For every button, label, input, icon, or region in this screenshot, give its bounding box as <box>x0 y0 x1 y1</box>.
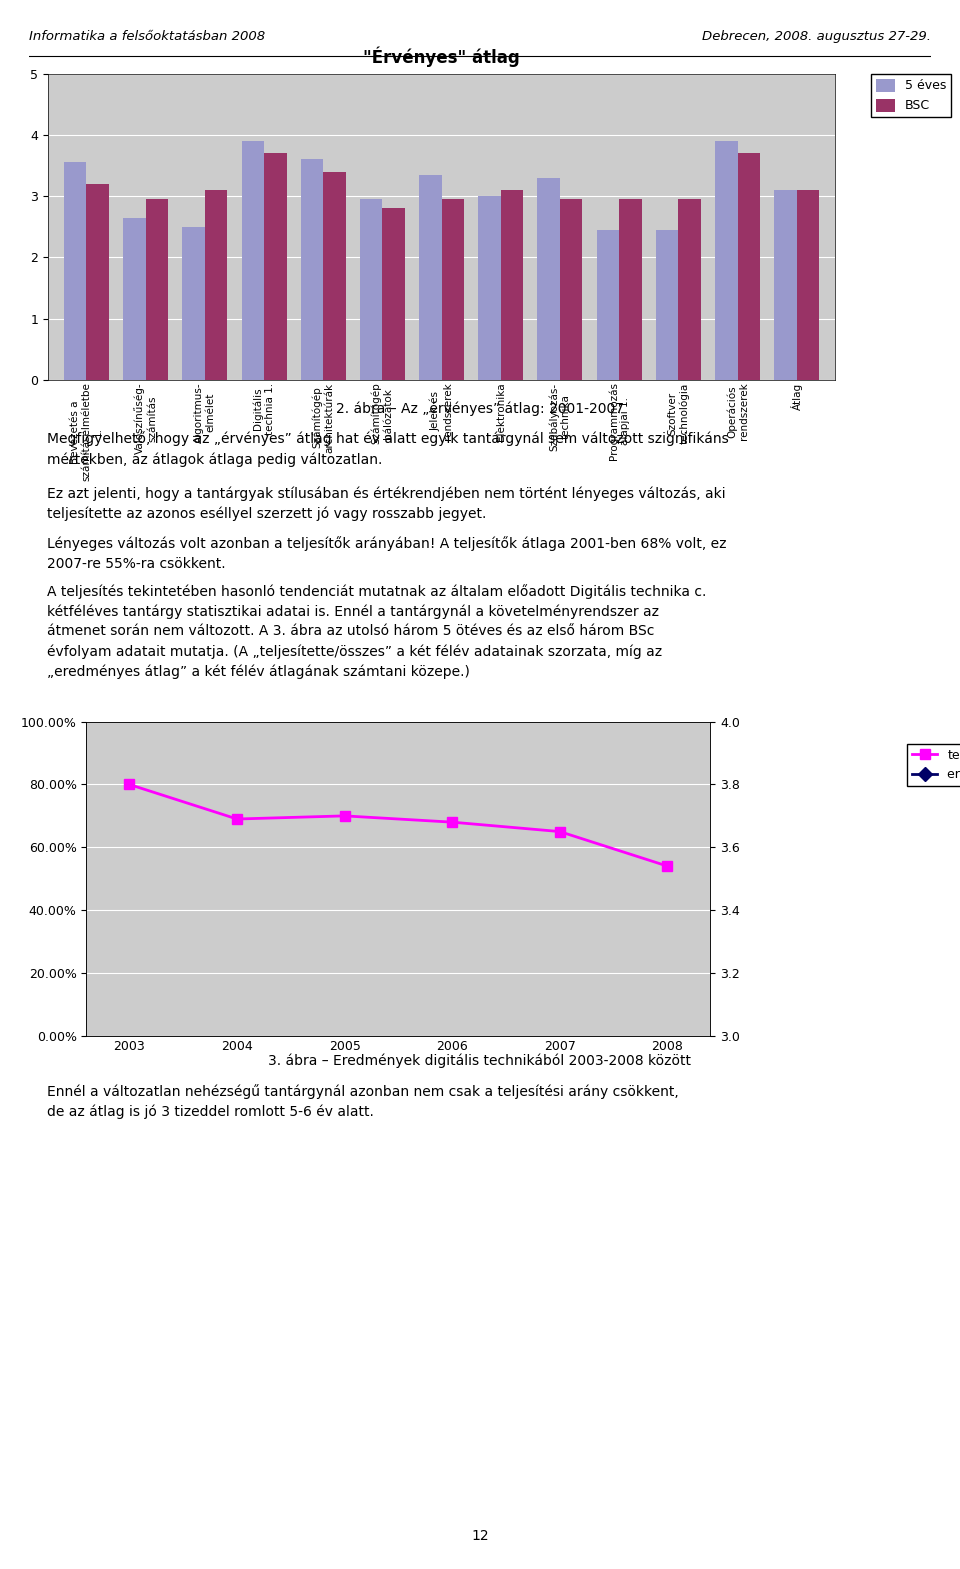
Text: Ez azt jelenti, hogy a tantárgyak stílusában és értékrendjében nem történt lénye: Ez azt jelenti, hogy a tantárgyak stílus… <box>47 486 726 521</box>
Text: 2. ábra – Az „érvényes” átlag: 2001-2007: 2. ábra – Az „érvényes” átlag: 2001-2007 <box>336 402 624 416</box>
Bar <box>679 199 701 380</box>
Text: Ennél a változatlan nehézségű tantárgynál azonban nem csak a teljesítési arány c: Ennél a változatlan nehézségű tantárgyná… <box>47 1084 679 1119</box>
teljesítette/összes <box>554 822 565 841</box>
Bar <box>420 174 442 380</box>
Legend: 5 éves, BSC: 5 éves, BSC <box>871 74 951 118</box>
Bar <box>146 199 168 380</box>
Text: Lényeges változás volt azonban a teljesítők arányában! A teljesítők átlaga 2001-: Lényeges változás volt azonban a teljesí… <box>47 537 727 571</box>
Text: A teljesítés tekintetében hasonló tendenciát mutatnak az általam előadott Digitá: A teljesítés tekintetében hasonló tenden… <box>47 584 707 679</box>
Bar <box>360 199 382 380</box>
teljesítette/összes <box>661 857 673 876</box>
Bar <box>242 141 264 380</box>
Text: Debrecen, 2008. augusztus 27-29.: Debrecen, 2008. augusztus 27-29. <box>702 30 931 42</box>
Bar <box>737 154 760 380</box>
Bar <box>597 229 619 380</box>
teljesítette/összes <box>339 806 350 825</box>
Line: teljesítette/összes: teljesítette/összes <box>125 780 672 871</box>
Bar <box>264 154 286 380</box>
Text: 3. ábra – Eredmények digitális technikából 2003-2008 között: 3. ábra – Eredmények digitális technikáb… <box>269 1053 691 1068</box>
Bar <box>619 199 641 380</box>
Bar <box>715 141 737 380</box>
Bar <box>86 184 109 380</box>
Bar <box>204 190 228 380</box>
Bar <box>797 190 819 380</box>
Bar <box>123 218 146 380</box>
Text: Informatika a felsőoktatásban 2008: Informatika a felsőoktatásban 2008 <box>29 30 265 42</box>
Bar <box>182 226 204 380</box>
Bar <box>538 177 560 380</box>
Bar <box>560 199 583 380</box>
Bar <box>64 163 86 380</box>
Bar <box>774 190 797 380</box>
Bar <box>478 196 501 380</box>
Bar <box>442 199 464 380</box>
Bar <box>501 190 523 380</box>
Legend: teljesítette/összes, eredményes átlag: teljesítette/összes, eredményes átlag <box>907 744 960 786</box>
teljesítette/összes <box>231 810 243 828</box>
Text: 12: 12 <box>471 1530 489 1542</box>
Bar <box>300 160 324 380</box>
Bar <box>382 209 405 380</box>
teljesítette/összes <box>446 813 458 832</box>
Title: "Érvényes" átlag: "Érvényes" átlag <box>363 46 520 66</box>
teljesítette/összes <box>124 775 135 794</box>
Bar <box>324 171 346 380</box>
Text: Megfigyelhető, hogy az „érvényes” átlag hat év alatt egyik tantárgynál sem válto: Megfigyelhető, hogy az „érvényes” átlag … <box>47 431 729 466</box>
Bar <box>656 229 679 380</box>
